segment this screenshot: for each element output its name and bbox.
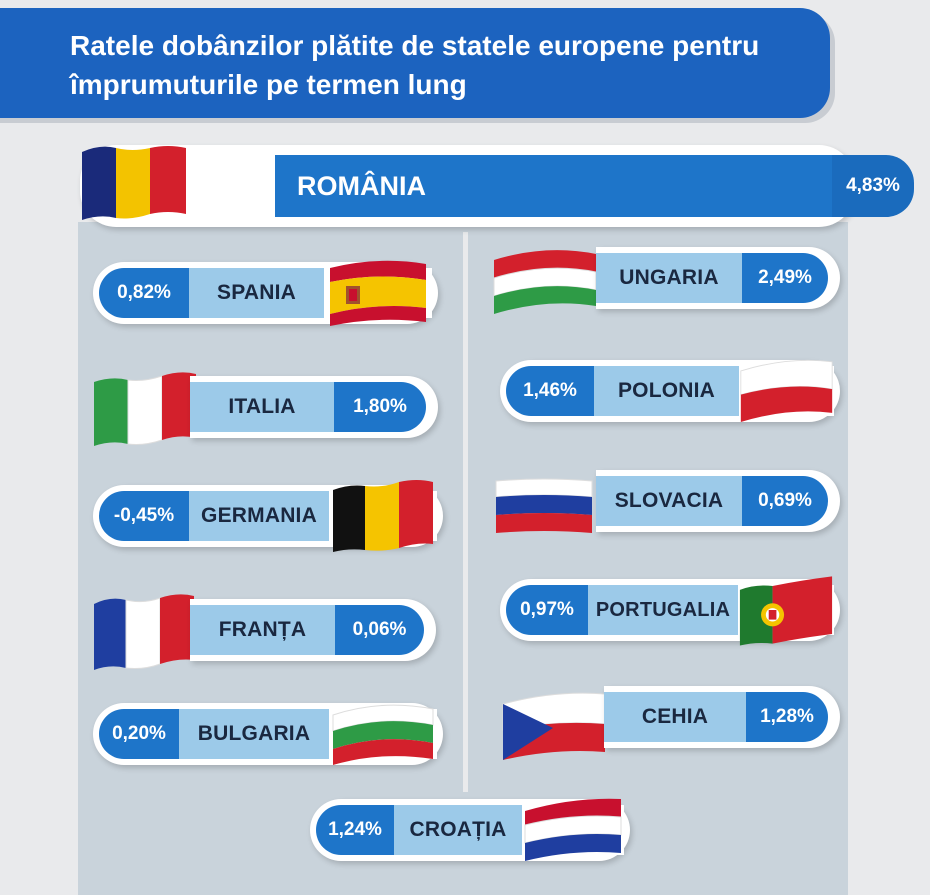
rate-value: 1,80%	[334, 382, 426, 432]
croatia-flag-icon	[522, 798, 624, 861]
slovakia-flag-icon	[492, 476, 596, 538]
country-row-poland: 1,46% POLONIA	[500, 359, 840, 423]
rate-value: 2,49%	[742, 253, 828, 303]
czechia-flag-icon	[500, 686, 610, 764]
rate-value: 1,24%	[316, 805, 394, 855]
title-banner	[0, 8, 830, 118]
rate-value: -0,45%	[99, 491, 189, 541]
rate-value: 0,06%	[335, 605, 424, 655]
country-name: GERMANIA	[189, 491, 329, 541]
country-name: ROMÂNIA	[275, 155, 840, 217]
country-name: SLOVACIA	[596, 476, 742, 526]
country-name: POLONIA	[594, 366, 739, 416]
rate-value: 4,83%	[832, 155, 914, 217]
rate-value: 0,82%	[99, 268, 189, 318]
rate-value: 0,69%	[742, 476, 828, 526]
rate-value: 0,20%	[99, 709, 179, 759]
poland-flag-icon	[739, 359, 834, 423]
country-name: UNGARIA	[596, 253, 742, 303]
country-row-hungary: UNGARIA 2,49%	[596, 247, 840, 309]
bulgaria-flag-icon	[329, 704, 437, 765]
country-name: PORTUGALIA	[588, 585, 738, 635]
spain-flag-icon	[324, 260, 432, 326]
rate-value: 0,97%	[506, 585, 588, 635]
romania-flag-icon	[80, 142, 190, 227]
hungary-flag-icon	[492, 244, 600, 324]
france-flag-icon	[92, 592, 196, 672]
featured-row-romania: ROMÂNIA 4,83%	[80, 145, 914, 227]
country-name: SPANIA	[189, 268, 324, 318]
portugal-flag-icon	[738, 576, 834, 646]
country-row-portugal: 0,97% PORTUGALIA	[500, 576, 840, 646]
rate-value: 1,46%	[506, 366, 594, 416]
italy-flag-icon	[92, 368, 202, 448]
country-name: CROAȚIA	[394, 805, 522, 855]
country-row-croatia: 1,24% CROAȚIA	[310, 798, 630, 861]
country-row-germany: -0,45% GERMANIA	[93, 480, 443, 552]
country-name: ITALIA	[190, 382, 334, 432]
country-row-bulgaria: 0,20% BULGARIA	[93, 703, 443, 765]
country-row-italy: ITALIA 1,80%	[190, 376, 438, 438]
germany-flag-icon	[329, 480, 437, 552]
country-name: FRANȚA	[190, 605, 335, 655]
rate-value: 1,28%	[746, 692, 828, 742]
column-divider	[463, 232, 468, 792]
country-row-czechia: CEHIA 1,28%	[604, 686, 840, 748]
country-name: CEHIA	[604, 692, 746, 742]
page-title: Ratele dobânzilor plătite de statele eur…	[70, 30, 760, 100]
country-row-france: FRANȚA 0,06%	[190, 599, 436, 661]
country-row-spain: 0,82% SPANIA	[93, 260, 438, 326]
country-name: BULGARIA	[179, 709, 329, 759]
country-row-slovakia: SLOVACIA 0,69%	[596, 470, 840, 532]
